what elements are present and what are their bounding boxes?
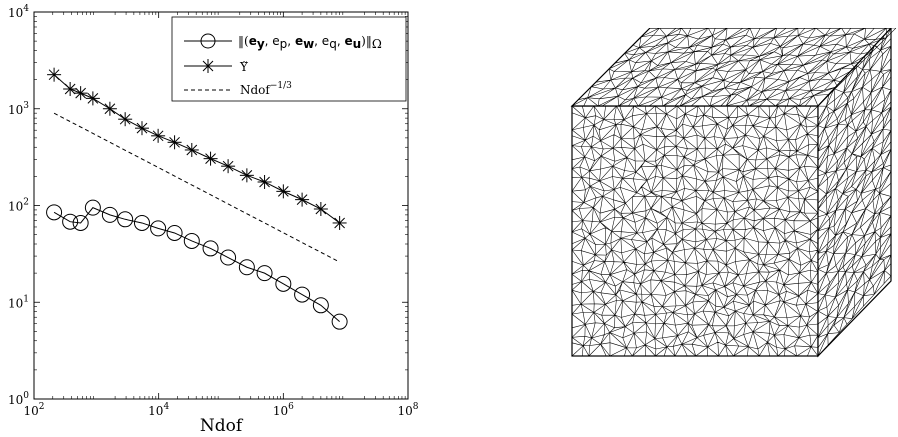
star-point <box>239 168 254 183</box>
star-point <box>203 151 218 166</box>
star-point <box>276 184 291 199</box>
circle-point <box>220 249 237 266</box>
legend-label-estimator: Υ̃ <box>239 60 249 74</box>
x-tick-label: 104 <box>148 402 169 418</box>
legend-entry-estimator: Υ̃ <box>184 59 249 74</box>
circle-point <box>101 206 118 223</box>
star-point <box>63 82 78 97</box>
circle-point <box>256 265 273 282</box>
star-point <box>184 142 199 157</box>
star-point <box>332 215 347 230</box>
x-tick-label: 102 <box>23 402 44 418</box>
star-point <box>47 67 62 82</box>
star-point <box>134 121 149 136</box>
legend-entry-error-norm: ‖(ey, ep, ew, eq, eu)‖Ω <box>184 33 382 51</box>
mesh-top-face <box>571 28 896 107</box>
star-point <box>257 174 272 189</box>
circle-point <box>312 297 329 314</box>
mesh-side-face <box>817 28 892 357</box>
x-axis-label: Ndof <box>200 416 244 436</box>
star-point <box>167 135 182 150</box>
circle-point <box>294 286 311 303</box>
series-none-line <box>53 112 340 263</box>
star-point <box>118 112 133 127</box>
y-tick-label: 103 <box>8 101 29 117</box>
circle-point <box>202 240 219 257</box>
legend-circle-marker <box>200 33 216 49</box>
circle-point <box>72 214 89 231</box>
circle-point <box>133 214 150 231</box>
star-point <box>151 128 166 143</box>
legend: ‖(ey, ep, ew, eq, eu)‖Ω Υ̃ Ndof−1/3 <box>171 16 407 102</box>
mesh-front-face-outline <box>571 105 819 357</box>
legend-box <box>171 16 407 102</box>
cube-mesh-image <box>570 28 896 358</box>
circle-point <box>238 259 255 276</box>
star-point <box>73 86 88 101</box>
circle-point <box>117 211 134 228</box>
y-tick-label: 102 <box>8 198 29 214</box>
circle-point <box>275 275 292 292</box>
star-point <box>221 159 236 174</box>
mesh-edges <box>571 28 896 107</box>
series-circle-line <box>53 207 340 323</box>
star-point <box>295 192 310 207</box>
y-tick-label: 104 <box>8 4 29 20</box>
circle-point <box>150 220 167 237</box>
series-star-line <box>53 74 340 224</box>
circle-point <box>46 204 63 221</box>
circle-point <box>166 224 183 241</box>
circle-point <box>84 199 101 216</box>
star-point <box>313 202 328 217</box>
star-point <box>102 101 117 116</box>
circle-point <box>62 213 79 230</box>
y-tick-label: 101 <box>8 294 29 310</box>
x-tick-label: 106 <box>273 402 294 418</box>
circle-point <box>183 232 200 249</box>
star-point <box>85 91 100 106</box>
mesh-edges <box>817 28 892 357</box>
x-tick-label: 108 <box>397 402 418 418</box>
legend-star-marker <box>201 59 215 73</box>
series-layer <box>46 67 348 330</box>
circle-point <box>331 313 348 330</box>
legend-label-error-norm: ‖(ey, ep, ew, eq, eu)‖Ω <box>238 34 382 51</box>
